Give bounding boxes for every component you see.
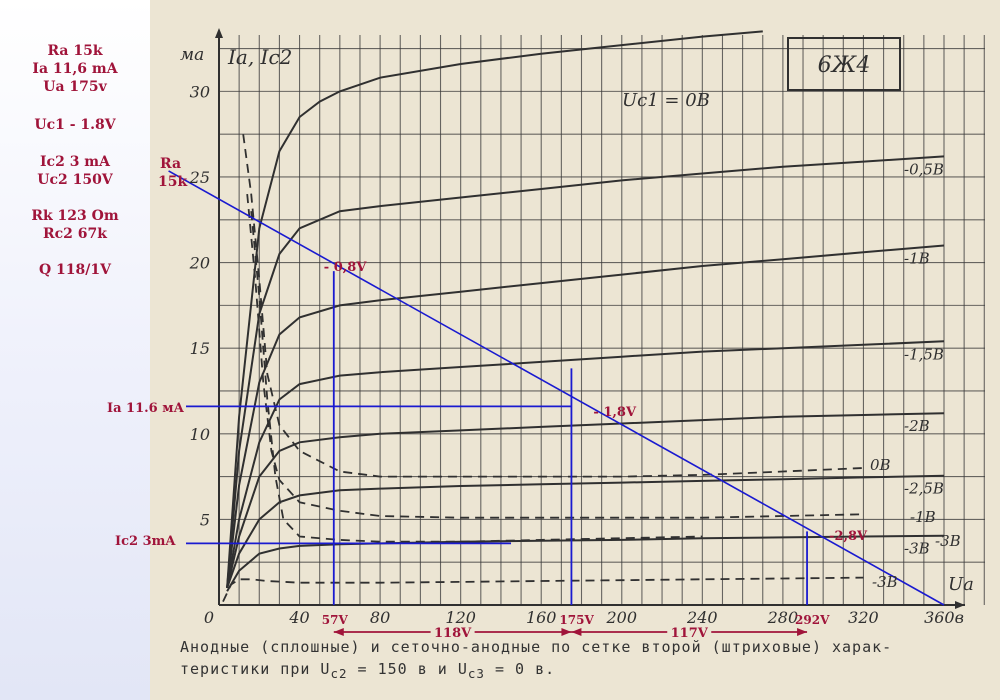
annotation-layer: [168, 170, 945, 639]
operating-point-x-label: 57V: [322, 613, 349, 627]
y-tick-label: 15: [190, 339, 210, 358]
anode-curve: [226, 30, 763, 588]
x-tick-label: 360в: [924, 608, 964, 627]
grid: [219, 35, 985, 605]
x-tick-label: 200: [606, 608, 638, 627]
y-axis-arrow: [215, 28, 223, 38]
screen-curve: [250, 211, 703, 543]
title-box: [787, 37, 901, 91]
operating-point-label: - 0,8V: [324, 260, 368, 275]
x-axis-arrow: [955, 601, 965, 609]
param-q: Q 118/1V: [38, 262, 111, 278]
h-marker-label: Ia 11.6 мА: [107, 401, 185, 416]
param-ia: Ia 11,6 mA: [32, 61, 118, 77]
grid-voltage-label: Uс1 = 0В: [622, 90, 710, 111]
x-tick-label: 40: [288, 608, 309, 627]
x-tick-label: 80: [370, 608, 390, 627]
anode-curve-label: -2,5В: [904, 480, 944, 498]
text-layer: 0 40 80 120 160 200 240 280 320 360в 5 10 15 20 25 30 6Ж…: [107, 37, 974, 641]
screen-curve-label: -3В: [935, 532, 961, 550]
y-units-label: ма: [180, 45, 204, 65]
info-sidebar: Ra 15k Ia 11,6 mA Ua 175v Uc1 - 1.8V Ic2…: [0, 0, 150, 700]
x-tick-label: 240: [686, 608, 718, 627]
span-arrow-right: [797, 628, 808, 636]
series-layer: [222, 30, 945, 602]
y-tick-label: 30: [190, 82, 210, 101]
screen-curve: [222, 576, 864, 602]
axes: [215, 28, 965, 609]
operating-point-label: -2,8V: [829, 529, 868, 544]
x-tick-label: 120: [445, 608, 476, 627]
param-rc2: Rc2 67k: [43, 226, 107, 242]
anode-curve: [226, 474, 945, 589]
load-line: [168, 170, 945, 606]
span-arrow-left: [333, 628, 344, 636]
span-label: 118V: [434, 626, 472, 641]
y-tick-label: 20: [189, 254, 210, 273]
screen-curve-label: -3В: [872, 573, 898, 591]
chart-title: 6Ж4: [818, 53, 871, 78]
x-tick-label: 160: [526, 608, 557, 627]
span-label-bg: [667, 623, 712, 639]
caption-part-2: = 150 в и U: [347, 660, 468, 678]
y-axis-label: Iа, Iс2: [227, 45, 292, 69]
y-tick-label: 25: [189, 168, 210, 187]
x-tick-label: 280: [767, 608, 799, 627]
param-uc2: Uc2 150V: [37, 172, 113, 188]
param-uc1: Uc1 - 1.8V: [34, 117, 116, 133]
anode-curve-label: -2В: [904, 417, 930, 435]
h-marker-label: Ic2 3mA: [115, 534, 176, 549]
span-arrow-left: [571, 628, 582, 636]
caption-line-2: теристики при Uc2 = 150 в и Uc3 = 0 в.: [180, 660, 990, 681]
screen-curve-label: 0В: [870, 456, 891, 474]
caption-line-1: Анодные (сплошные) и сеточно-анодные по …: [180, 638, 893, 656]
span-arrow-right: [561, 628, 572, 636]
span-label-bg: [430, 623, 475, 639]
caption-part-1: теристики при U: [180, 660, 331, 678]
anode-curve: [226, 155, 945, 588]
operating-point-x-label: 175V: [559, 613, 594, 627]
param-ra: Ra 15k: [47, 43, 103, 59]
operating-point-label: - 1,8V: [593, 405, 637, 420]
anode-curve: [226, 340, 945, 589]
param-ua: Ua 175v: [43, 79, 107, 95]
param-ic2: Ic2 3 mA: [40, 154, 110, 170]
x-tick-label: 0: [204, 608, 214, 627]
x-axis-label: Uа: [948, 574, 974, 595]
param-rk: Rk 123 Om: [31, 208, 119, 224]
load-line-label-top: Ra: [160, 156, 181, 172]
y-tick-label: 10: [190, 425, 210, 444]
caption-part-3: = 0 в.: [484, 660, 556, 678]
screen-curve-label: -1В: [910, 508, 936, 526]
anode-curve-label: -0,5В: [904, 160, 944, 178]
caption-sub-c3: c3: [467, 666, 485, 681]
anode-curve-label: -1В: [904, 249, 930, 267]
anode-curve-label: -1,5В: [904, 345, 944, 363]
operating-point-x-label: 292V: [795, 613, 830, 627]
anode-curve: [226, 412, 945, 589]
y-tick-label: 5: [200, 510, 210, 529]
span-label: 117V: [671, 626, 709, 641]
screen-curve: [246, 194, 864, 519]
screen-curve: [242, 134, 864, 478]
load-line-label-bottom: 15k: [158, 174, 187, 190]
chart-paper: [150, 0, 1000, 700]
anode-curve-label: -3В: [904, 540, 930, 558]
caption-sub-c2: c2: [330, 666, 348, 681]
x-tick-label: 320: [848, 608, 879, 627]
